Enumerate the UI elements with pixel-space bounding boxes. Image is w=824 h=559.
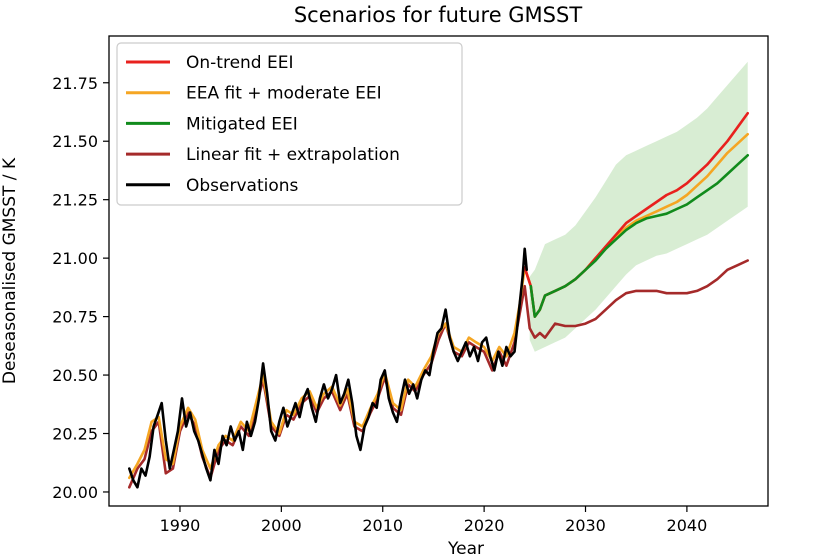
y-axis-label: Deseasonalised GMSST / K [0,157,20,384]
x-tick-label: 2020 [464,516,505,535]
x-tick-label: 1990 [160,516,201,535]
y-tick-label: 20.00 [52,483,98,502]
legend-label: On-trend EEI [186,53,294,73]
series-line-mitigated-eei [529,154,750,318]
y-tick-label: 21.25 [52,191,98,210]
y-tick-label: 21.50 [52,132,98,151]
x-axis: 1990 2000 2010 2020 2030 2040 [160,506,708,535]
plot-area [128,61,750,489]
x-tick-label: 2010 [362,516,403,535]
legend-label: Mitigated EEI [186,114,298,134]
x-tick-label: 2030 [565,516,606,535]
legend-label: Linear fit + extrapolation [186,145,400,165]
chart-title: Scenarios for future GMSST [294,3,583,27]
legend: On-trend EEI EEA fit + moderate EEI Mitiga… [116,42,463,206]
y-tick-label: 20.50 [52,366,98,385]
series-line-observations [128,247,529,489]
uncertainty-band [529,61,748,352]
y-tick-label: 21.00 [52,249,98,268]
x-tick-label: 2000 [261,516,302,535]
y-tick-label: 20.25 [52,425,98,444]
legend-label: EEA fit + moderate EEI [186,84,382,104]
x-axis-label: Year [447,539,484,559]
legend-label: Observations [186,176,299,196]
y-tick-label: 20.75 [52,308,98,327]
y-tick-label: 21.75 [52,74,98,93]
series-lines [128,111,750,489]
series-line-eea-fit-moderate-eei [128,132,750,480]
y-axis: 20.00 20.25 20.50 20.75 21.00 21.25 21.50 21.75 [52,74,109,502]
x-tick-label: 2040 [667,516,708,535]
plot-frame [108,35,769,507]
legend-box [116,42,463,206]
